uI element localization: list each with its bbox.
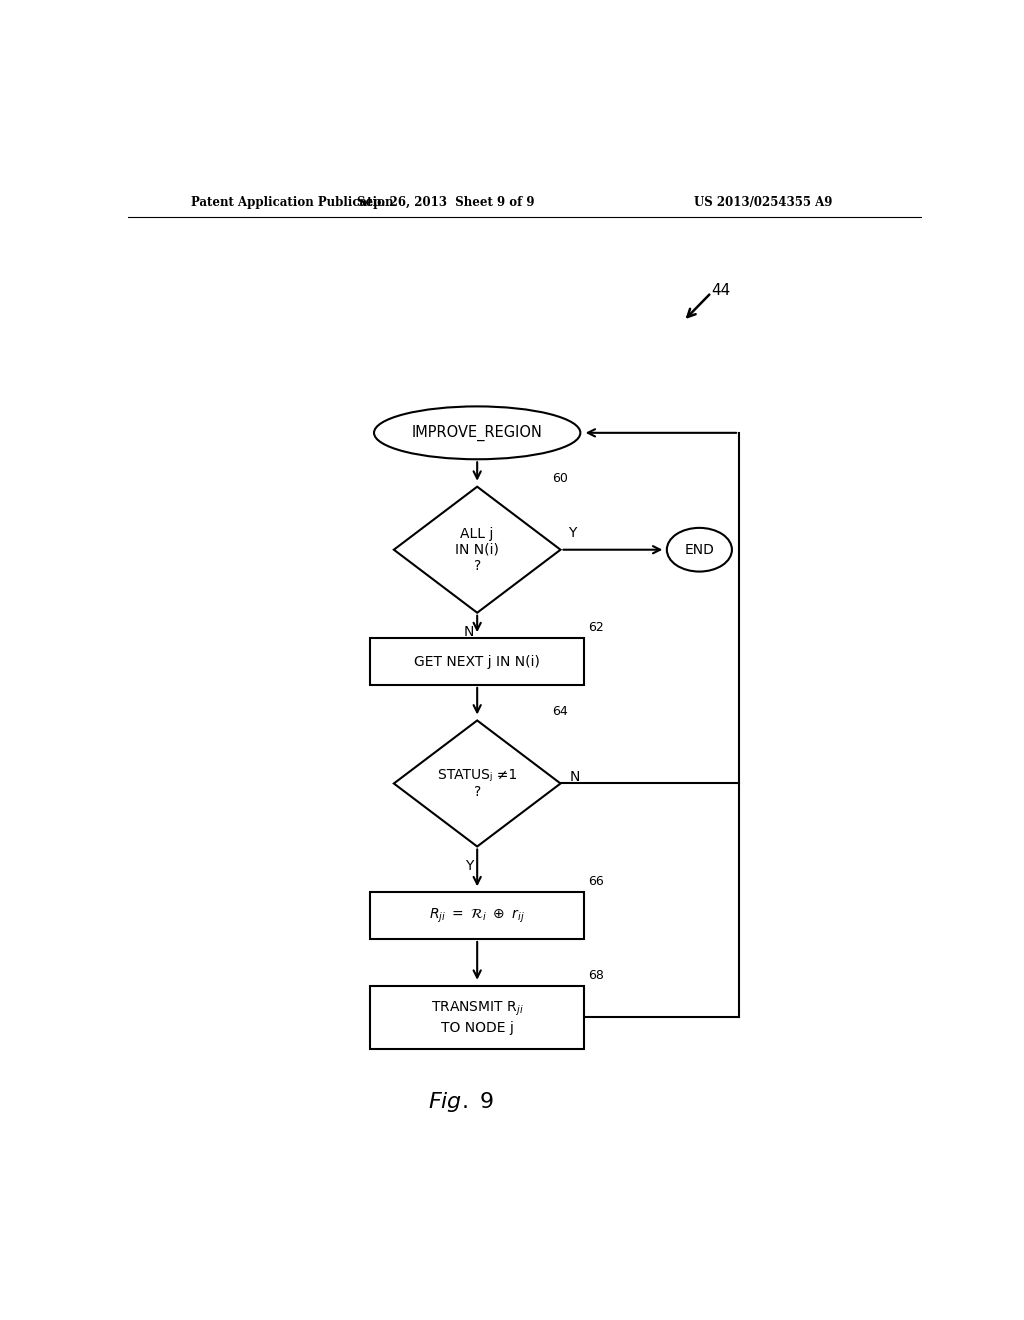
Text: ALL j
IN N(i)
?: ALL j IN N(i) ? <box>456 527 499 573</box>
Text: 62: 62 <box>588 622 604 634</box>
Bar <box>370 638 585 685</box>
Text: $R_{ji}\ =\ \mathcal{R}_i\ \oplus\ r_{ij}$: $R_{ji}\ =\ \mathcal{R}_i\ \oplus\ r_{ij… <box>429 907 525 925</box>
Text: Y: Y <box>568 525 577 540</box>
Text: 44: 44 <box>712 282 730 298</box>
Text: 64: 64 <box>553 705 568 718</box>
Text: 60: 60 <box>553 471 568 484</box>
Bar <box>370 892 585 939</box>
Text: N: N <box>570 771 581 784</box>
Text: 66: 66 <box>588 875 604 888</box>
Text: TRANSMIT R$_{ji}$
TO NODE j: TRANSMIT R$_{ji}$ TO NODE j <box>431 1001 523 1035</box>
Text: Sep. 26, 2013  Sheet 9 of 9: Sep. 26, 2013 Sheet 9 of 9 <box>356 195 535 209</box>
Bar <box>370 986 585 1049</box>
Polygon shape <box>394 721 560 846</box>
Text: $\mathit{Fig.}\ 9$: $\mathit{Fig.}\ 9$ <box>428 1089 495 1114</box>
Text: N: N <box>464 624 474 639</box>
Polygon shape <box>394 487 560 612</box>
Text: STATUSⱼ ≠1
?: STATUSⱼ ≠1 ? <box>437 768 517 799</box>
Text: Y: Y <box>465 859 473 873</box>
Text: US 2013/0254355 A9: US 2013/0254355 A9 <box>693 195 833 209</box>
Text: END: END <box>684 543 715 557</box>
Text: 68: 68 <box>588 969 604 982</box>
Ellipse shape <box>667 528 732 572</box>
Text: Patent Application Publication: Patent Application Publication <box>191 195 394 209</box>
Text: IMPROVE_REGION: IMPROVE_REGION <box>412 425 543 441</box>
Text: GET NEXT j IN N(i): GET NEXT j IN N(i) <box>415 655 540 668</box>
Ellipse shape <box>374 407 581 459</box>
